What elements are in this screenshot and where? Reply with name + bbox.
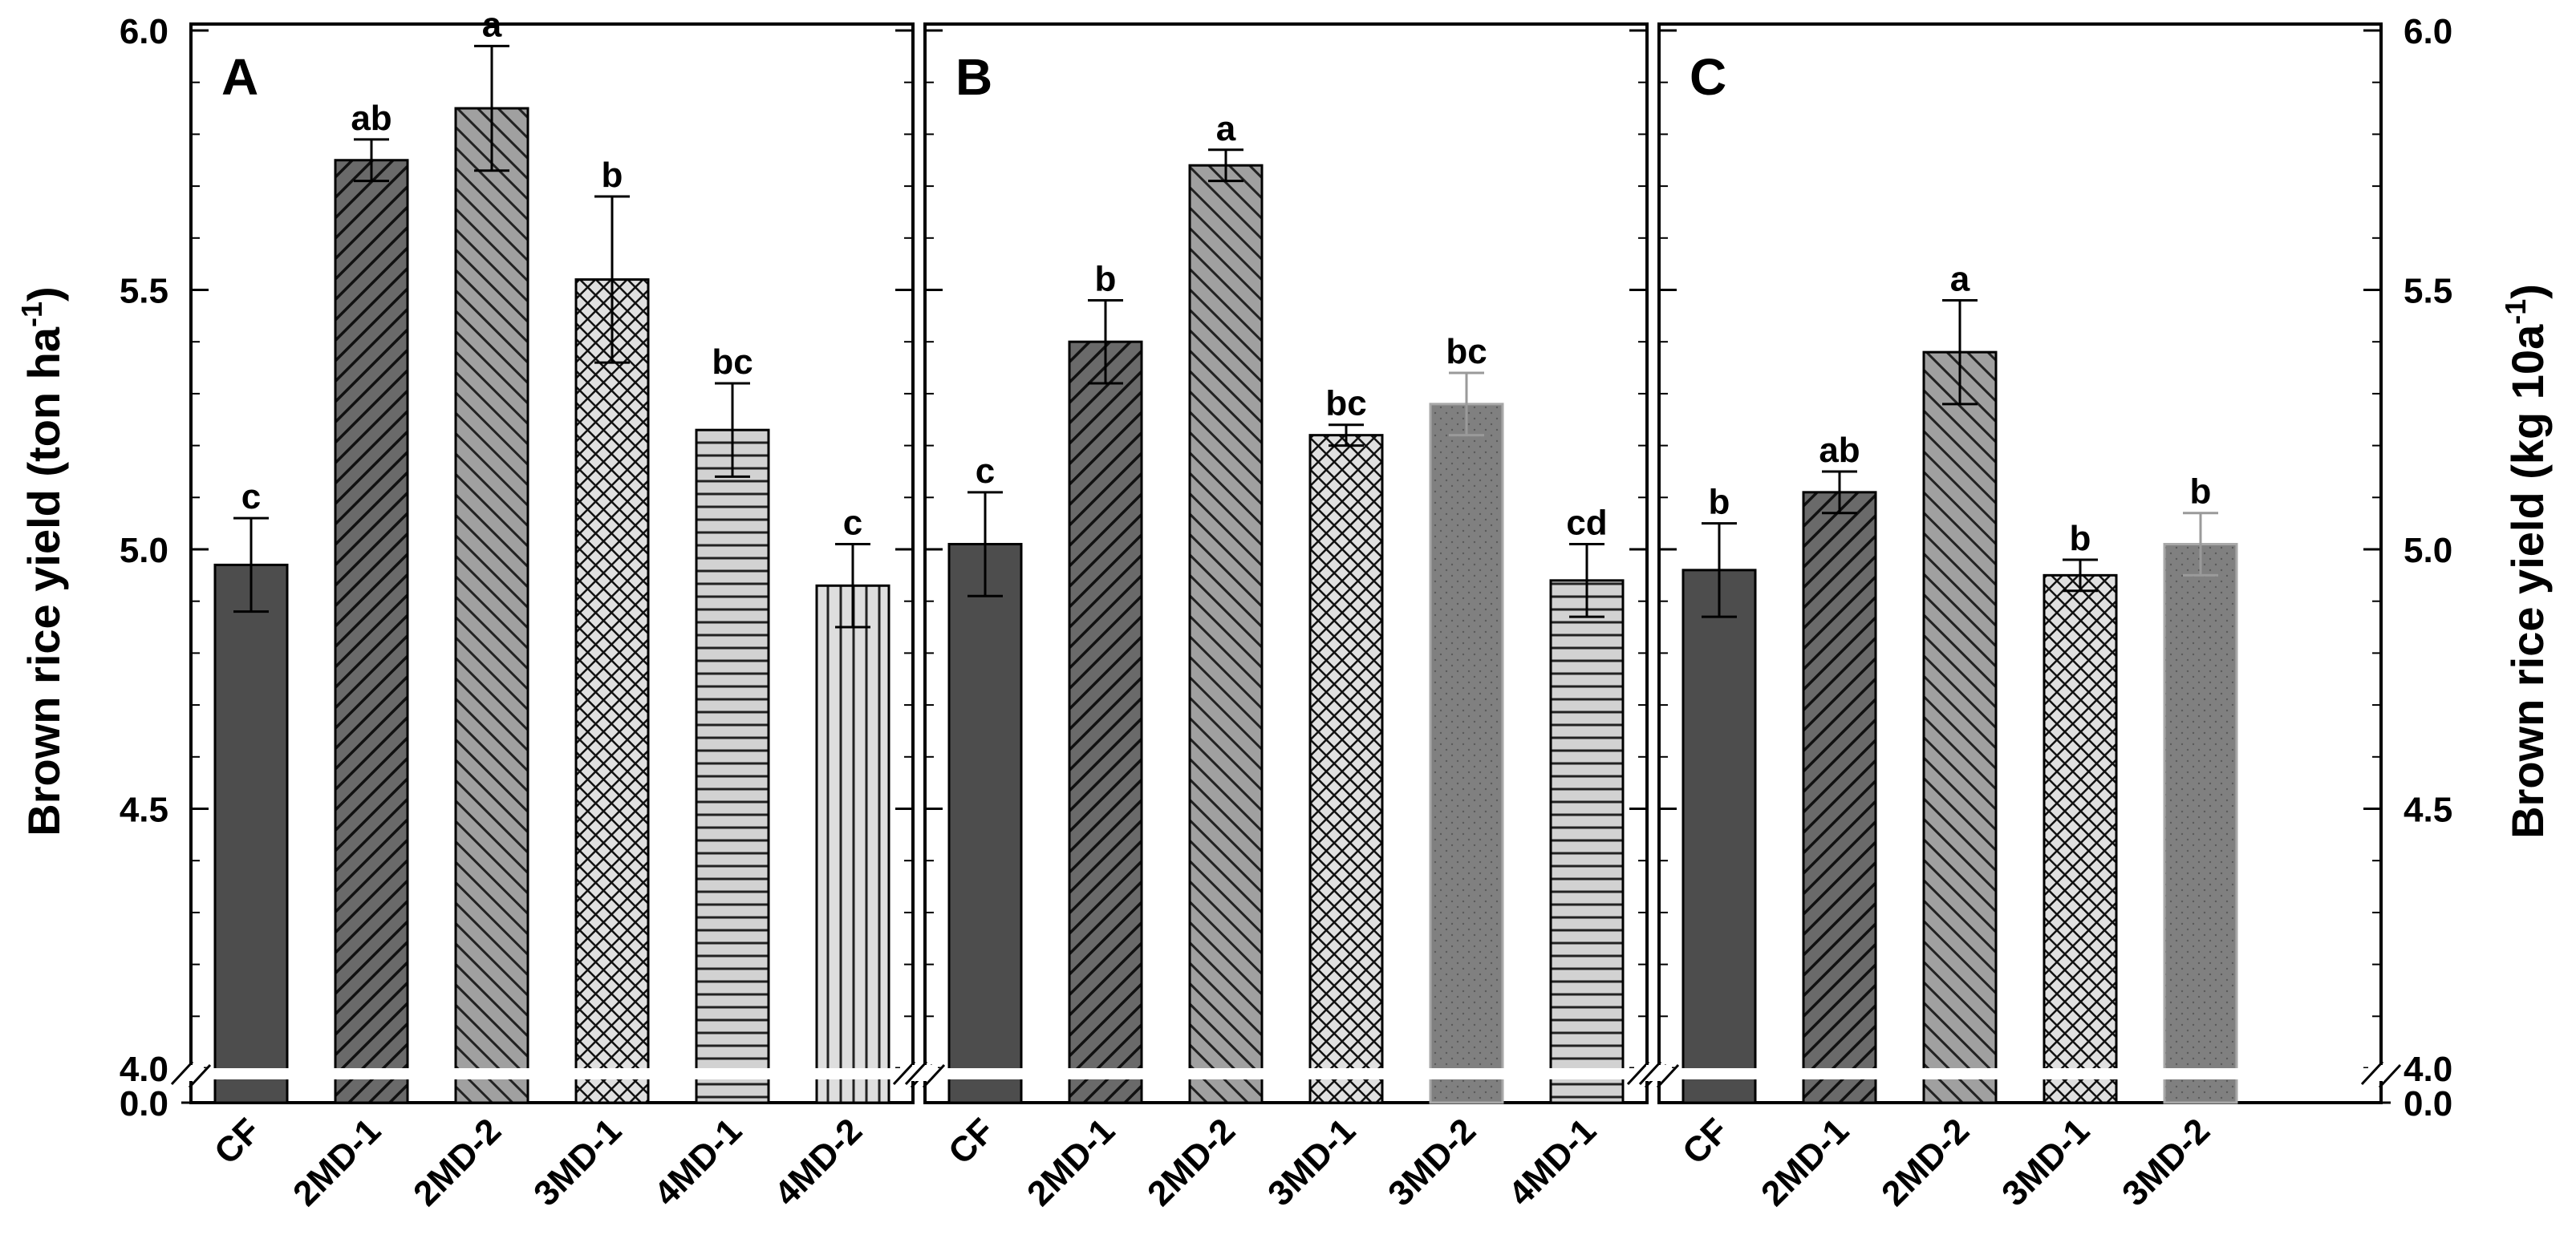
x-category-label: 4MD-1 — [647, 1111, 749, 1213]
bar — [1549, 579, 1625, 1104]
significance-letter: b — [2070, 519, 2091, 558]
bar — [1308, 434, 1384, 1104]
significance-letter: a — [482, 5, 502, 44]
x-category-label: 4MD-2 — [767, 1111, 870, 1213]
axis-break-mark — [904, 1060, 928, 1086]
bar — [574, 278, 650, 1104]
bar — [454, 107, 529, 1104]
y-tick-label: 5.5 — [2404, 272, 2452, 311]
y-zero-label: 0.0 — [120, 1084, 168, 1124]
x-category-label: CF — [941, 1111, 1002, 1172]
bar — [213, 563, 289, 1104]
significance-letter: ab — [351, 99, 391, 138]
significance-letter: c — [843, 504, 862, 543]
panel-letter: A — [221, 48, 258, 106]
axis-break-mark — [1626, 1060, 1650, 1086]
bar — [2163, 543, 2238, 1104]
x-category-label: 3MD-2 — [1381, 1111, 1483, 1213]
y-axis-title-left: Brown rice yield (ton ha-1) — [15, 286, 69, 836]
bar — [1922, 350, 1998, 1104]
axis-break-band — [1661, 1068, 2379, 1079]
bar — [1802, 491, 1877, 1104]
axis-break-mark — [1638, 1060, 1662, 1086]
panel-frame — [189, 22, 915, 1104]
panel-A: 4.0 4.5 5.0 5.5 6.0 0.0 Ac CF ab 2MD-1 a 2MD-2 b 3MD-… — [120, 5, 934, 1213]
bar — [1681, 569, 1757, 1104]
x-category-label: 3MD-1 — [1260, 1111, 1363, 1213]
panel-C: 4.0 4.5 5.0 5.5 6.0 0.0 Cb CF ab 2MD-1 a 2MD-2 b 3MD-… — [1638, 12, 2452, 1213]
bar — [1429, 403, 1504, 1104]
axis-break-mark — [1656, 1063, 1680, 1089]
bar — [947, 543, 1023, 1104]
significance-letter: ab — [1819, 431, 1860, 470]
x-category-label: 2MD-1 — [1754, 1111, 1856, 1213]
bar — [815, 584, 890, 1104]
axis-break-mark — [2378, 1063, 2402, 1089]
significance-letter: bc — [712, 342, 753, 382]
axis-break-band — [193, 1068, 911, 1079]
x-category-label: 2MD-1 — [286, 1111, 388, 1213]
y-tick-label: 6.0 — [2404, 12, 2452, 51]
significance-letter: b — [1709, 483, 1730, 522]
bar — [2043, 573, 2118, 1104]
x-category-label: 3MD-1 — [526, 1111, 629, 1213]
panel-letter: B — [955, 48, 992, 106]
significance-letter: c — [976, 451, 995, 491]
significance-letter: b — [1095, 259, 1117, 298]
x-category-label: 4MD-1 — [1501, 1111, 1604, 1213]
significance-letter: b — [602, 156, 623, 195]
y-tick-label: 4.5 — [120, 791, 168, 830]
bar — [1068, 340, 1143, 1104]
significance-letter: c — [241, 477, 261, 516]
y-tick-label: 4.5 — [2404, 791, 2452, 830]
y-tick-label: 6.0 — [120, 12, 168, 51]
significance-letter: a — [1950, 259, 1970, 298]
panel-frame — [1657, 22, 2383, 1104]
significance-letter: a — [1216, 109, 1236, 148]
x-category-label: 3MD-1 — [1994, 1111, 2097, 1213]
y-tick-label: 5.0 — [2404, 531, 2452, 570]
panel-B: Bc CF b 2MD-1 a 2MD-2 bc 3MD-1 bc 3MD-2 cd 4MD-1 — [904, 22, 1668, 1213]
y-zero-label: 0.0 — [2404, 1084, 2452, 1124]
y-tick-label: 4.0 — [2404, 1050, 2452, 1089]
x-category-label: CF — [1675, 1111, 1736, 1172]
bar — [695, 428, 770, 1104]
x-category-label: 2MD-1 — [1020, 1111, 1122, 1213]
bar — [334, 159, 409, 1104]
x-category-label: 2MD-2 — [406, 1111, 509, 1213]
x-category-label: 2MD-2 — [1874, 1111, 1977, 1213]
significance-letter: bc — [1325, 384, 1366, 423]
y-tick-label: 5.0 — [120, 531, 168, 570]
y-axis-title-right: Brown rice yield (kg 10a-1) — [2499, 284, 2553, 839]
bar — [1188, 164, 1264, 1104]
y-tick-label: 4.0 — [120, 1050, 168, 1089]
significance-letter: b — [2190, 472, 2212, 512]
axis-break-mark — [188, 1063, 212, 1089]
significance-letter: bc — [1446, 332, 1487, 371]
x-category-label: 2MD-2 — [1140, 1111, 1243, 1213]
x-category-label: CF — [207, 1111, 268, 1172]
x-category-label: 3MD-2 — [2115, 1111, 2217, 1213]
y-tick-label: 5.5 — [120, 272, 168, 311]
panel-letter: C — [1690, 48, 1726, 106]
significance-letter: cd — [1566, 504, 1607, 543]
axis-break-mark — [2360, 1060, 2384, 1086]
axis-break-mark — [170, 1060, 194, 1086]
axis-break-mark — [892, 1060, 916, 1086]
axis-break-band — [927, 1068, 1645, 1079]
axis-break-mark — [922, 1063, 946, 1089]
panel-frame — [923, 22, 1649, 1104]
